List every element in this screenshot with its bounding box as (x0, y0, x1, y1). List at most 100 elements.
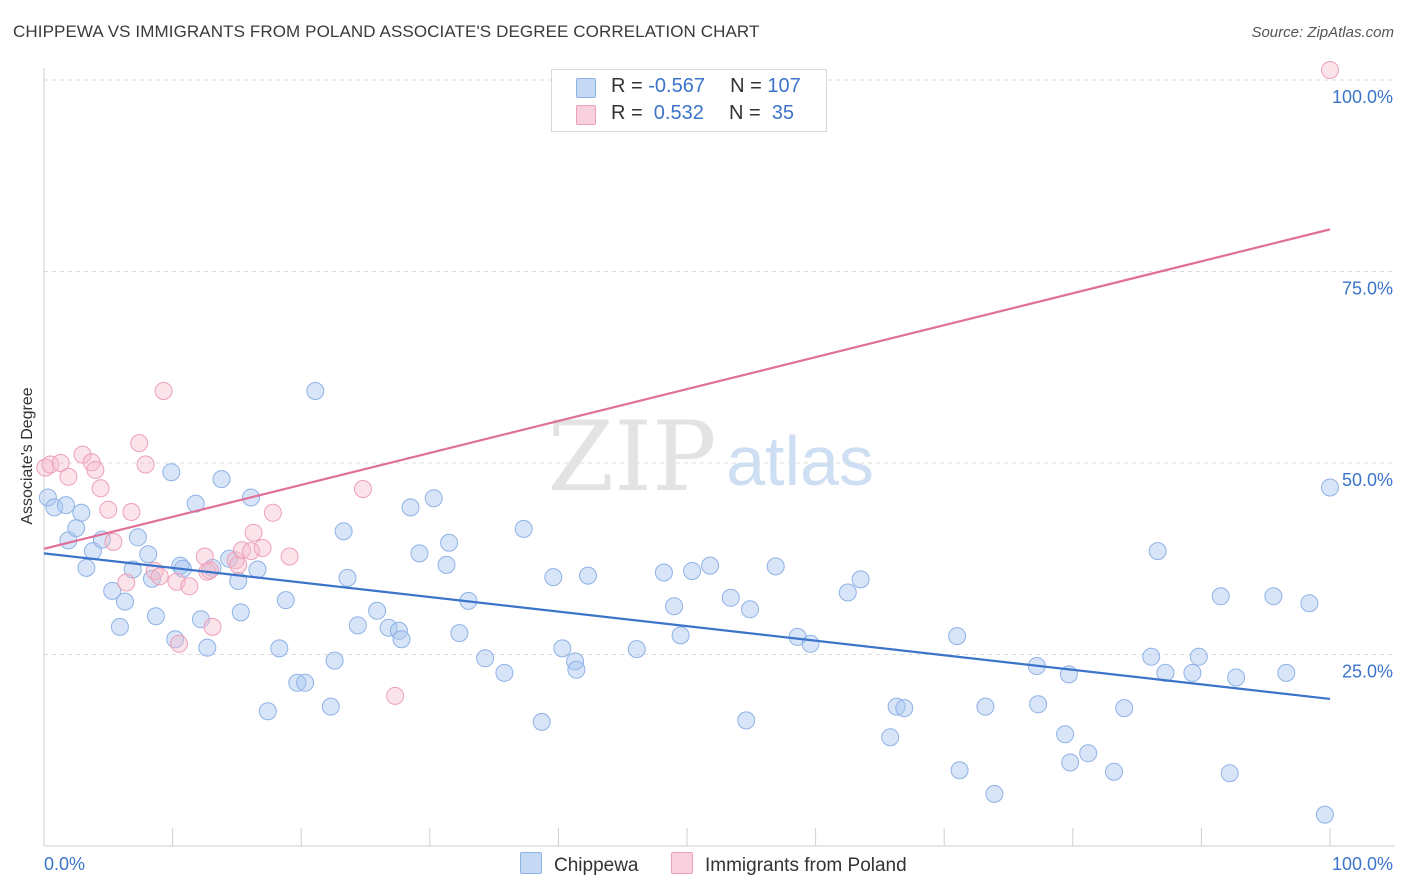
point-chippewa (881, 728, 900, 747)
point-poland (280, 547, 299, 566)
point-chippewa (1315, 805, 1334, 824)
legend-r-label: R = (611, 75, 649, 97)
chart-title: CHIPPEWA VS IMMIGRANTS FROM POLAND ASSOC… (13, 22, 760, 41)
point-poland (226, 551, 245, 570)
point-chippewa (838, 583, 857, 602)
point-chippewa (1189, 647, 1208, 666)
point-chippewa (532, 712, 551, 731)
y-tick-label: 75.0% (1342, 279, 1393, 299)
point-chippewa (1142, 647, 1161, 666)
point-poland (203, 617, 222, 636)
point-chippewa (495, 663, 514, 682)
point-poland (244, 523, 263, 542)
bottom-legend-swatch-chippewa (520, 852, 542, 874)
point-chippewa (976, 697, 995, 716)
point-chippewa (721, 588, 740, 607)
point-chippewa (296, 673, 315, 692)
point-chippewa (627, 640, 646, 659)
point-chippewa (401, 498, 420, 517)
y-tick-label: 25.0% (1342, 662, 1393, 682)
point-chippewa (139, 545, 158, 564)
point-chippewa (392, 630, 411, 649)
correlation-legend: R = -0.567 N = 107 R = 0.532 N = 35 (551, 69, 827, 132)
point-chippewa (553, 639, 572, 658)
point-poland (180, 577, 199, 596)
point-poland (263, 503, 282, 522)
point-chippewa (801, 634, 820, 653)
point-poland (233, 541, 251, 560)
point-poland (242, 542, 260, 561)
gridlines (44, 79, 1395, 655)
legend-n-value: 107 (767, 75, 801, 97)
point-chippewa (77, 558, 96, 577)
point-chippewa (368, 601, 387, 620)
point-poland (59, 467, 78, 486)
watermark-zip: ZIP (547, 401, 716, 513)
trend-line-chippewa (43, 552, 1331, 701)
bottom-legend-chippewa: Chippewa (520, 852, 639, 877)
point-poland (130, 434, 149, 453)
point-poland (117, 573, 136, 592)
x-tick-label-max: 100.0% (1332, 854, 1393, 874)
point-chippewa (1056, 725, 1075, 744)
point-chippewa (410, 544, 429, 563)
legend-n-value: 35 (766, 102, 795, 124)
point-chippewa (198, 638, 217, 657)
trend-lines (43, 228, 1331, 701)
data-points (36, 61, 1339, 824)
x-tick-label-min: 0.0% (44, 854, 85, 874)
point-poland (99, 500, 118, 519)
point-poland (104, 532, 123, 551)
point-chippewa (440, 533, 459, 552)
point-poland (229, 555, 248, 574)
point-chippewa (56, 496, 75, 515)
legend-r-label: R = (611, 102, 649, 124)
point-chippewa (45, 498, 64, 517)
y-tick-label: 100.0% (1332, 87, 1393, 107)
bottom-legend-label-poland: Immigrants from Poland (705, 855, 907, 876)
point-chippewa (248, 560, 267, 579)
point-chippewa (701, 556, 720, 575)
point-chippewa (276, 591, 295, 610)
point-chippewa (851, 570, 870, 589)
point-poland (154, 382, 173, 400)
point-chippewa (683, 562, 702, 580)
point-chippewa (579, 566, 597, 585)
legend-n-label: N = (730, 75, 768, 97)
legend-r-value: -0.567 (648, 75, 705, 97)
point-chippewa (424, 489, 443, 508)
point-chippewa (1220, 764, 1239, 783)
point-poland (150, 567, 169, 586)
point-chippewa (128, 528, 147, 547)
point-chippewa (110, 617, 129, 636)
point-chippewa (887, 697, 906, 716)
point-chippewa (38, 488, 57, 507)
y-tick-label: 50.0% (1342, 470, 1393, 490)
point-chippewa (1277, 663, 1296, 682)
point-chippewa (162, 463, 181, 482)
bottom-legend-label-chippewa: Chippewa (554, 855, 639, 876)
point-chippewa (737, 711, 756, 730)
point-chippewa (1264, 587, 1283, 606)
point-chippewa (948, 627, 967, 646)
bottom-legend-poland: Immigrants from Poland (671, 852, 907, 877)
point-chippewa (476, 649, 495, 668)
point-chippewa (1105, 762, 1123, 781)
point-chippewa (334, 522, 353, 541)
point-chippewa (338, 568, 357, 587)
point-poland (86, 460, 105, 479)
point-chippewa (1227, 668, 1246, 687)
point-chippewa (321, 697, 340, 716)
y-axis-label: Associate's Degree (19, 387, 36, 525)
point-chippewa (654, 563, 673, 582)
point-chippewa (231, 603, 250, 622)
point-chippewa (1115, 699, 1134, 718)
point-chippewa (325, 651, 344, 670)
point-chippewa (985, 784, 1004, 803)
point-chippewa (437, 555, 456, 574)
point-chippewa (1211, 587, 1230, 606)
legend-swatch-poland (576, 105, 596, 125)
point-poland (73, 445, 92, 464)
point-poland (386, 686, 405, 705)
